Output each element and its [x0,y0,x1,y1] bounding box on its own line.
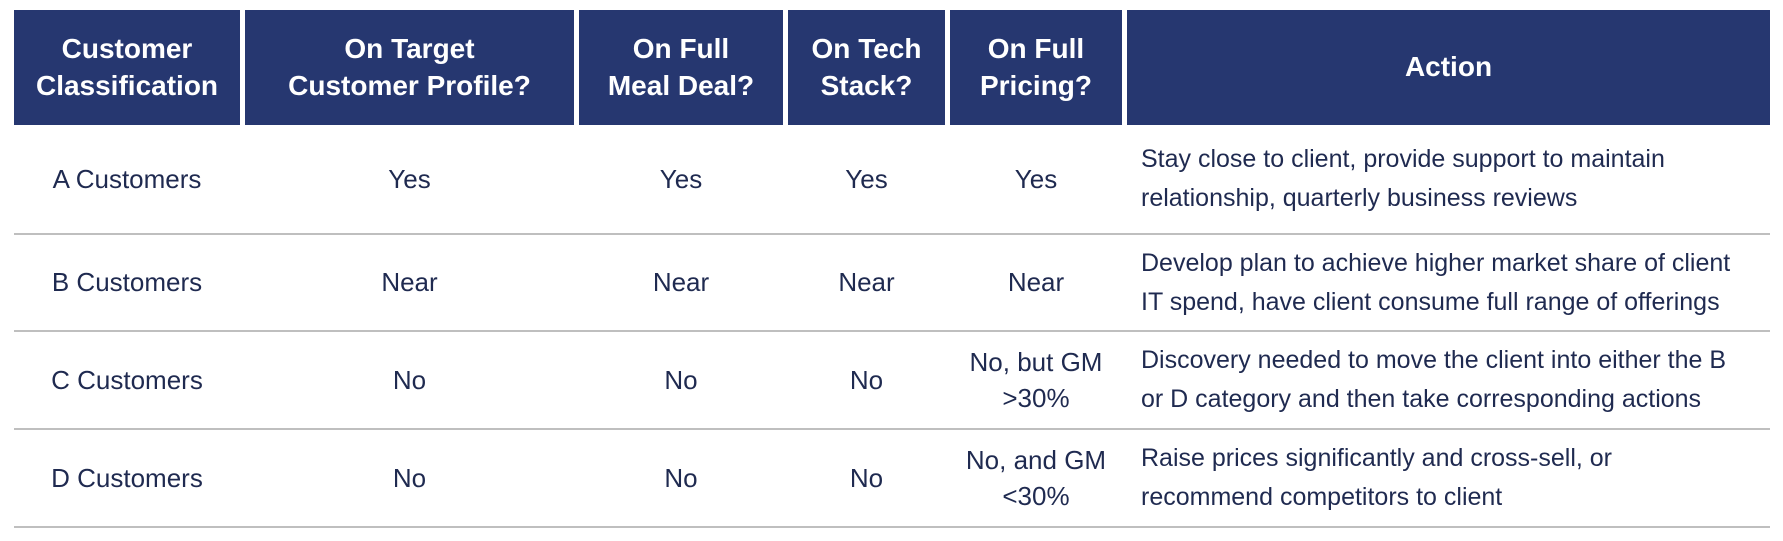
cell-action: Develop plan to achieve higher market sh… [1141,248,1731,316]
cell-classification: C Customers [51,364,203,395]
table-row-d-customers: D Customers No No No No, and GM <30% Rai… [14,430,1770,528]
column-header-customer-classification: Customer Classification [14,10,240,125]
cell-on-full-meal-deal: No [664,364,698,395]
cell-classification: A Customers [52,163,202,194]
cell-on-target-customer-profile: Yes [388,163,431,194]
column-header-on-tech-stack: On Tech Stack? [788,10,945,125]
cell-on-full-meal-deal: Yes [659,163,703,194]
cell-on-full-pricing: No, but GM >30% [969,346,1103,413]
customer-classification-table: Customer Classification On Target Custom… [14,10,1770,528]
cell-on-full-pricing: Near [1007,267,1065,298]
column-header-on-full-pricing: On Full Pricing? [950,10,1122,125]
cell-on-full-pricing: No, and GM <30% [965,444,1107,511]
cell-classification: D Customers [51,462,203,493]
cell-on-tech-stack: Near [838,267,895,298]
cell-on-full-pricing: Yes [1014,163,1058,194]
cell-on-target-customer-profile: Near [381,267,438,298]
table-header-row: Customer Classification On Target Custom… [14,10,1770,125]
cell-on-tech-stack: Yes [845,163,888,194]
table-row-a-customers: A Customers Yes Yes Yes Yes Stay close t… [14,125,1770,235]
table-row-c-customers: C Customers No No No No, but GM >30% Dis… [14,332,1770,430]
cell-on-target-customer-profile: No [392,462,427,493]
cell-on-full-meal-deal: Near [652,267,710,298]
column-header-on-target-customer-profile: On Target Customer Profile? [245,10,574,125]
cell-action: Stay close to client, provide support to… [1141,145,1665,212]
cell-on-tech-stack: No [849,364,884,395]
column-header-action: Action [1127,10,1770,125]
cell-action: Discovery needed to move the client into… [1141,346,1727,413]
cell-action: Raise prices significantly and cross-sel… [1141,444,1613,511]
cell-on-full-meal-deal: No [664,462,698,493]
cell-classification: B Customers [51,267,203,298]
cell-on-target-customer-profile: No [392,364,427,395]
column-header-on-full-meal-deal: On Full Meal Deal? [579,10,783,125]
cell-on-tech-stack: No [849,462,884,493]
table-row-b-customers: B Customers Near Near Near Near Develop … [14,235,1770,332]
